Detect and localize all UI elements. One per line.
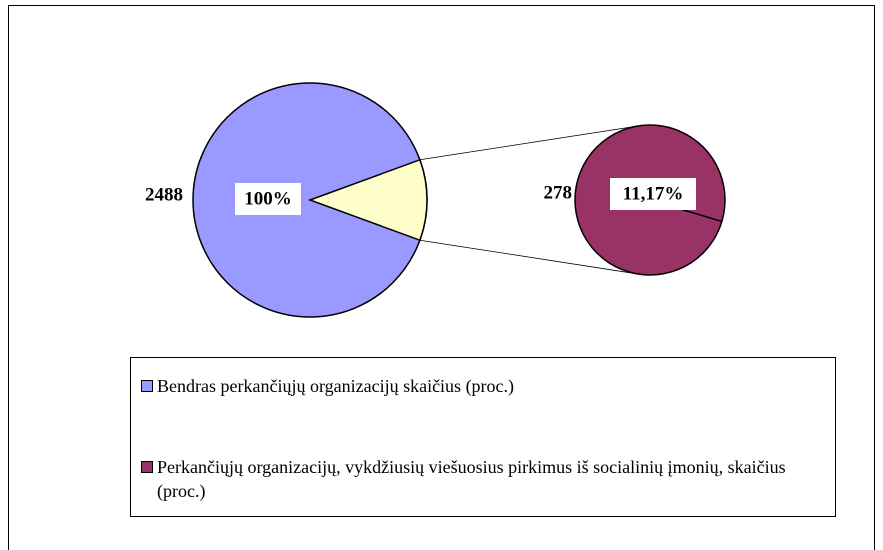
legend-text: Perkančiųjų organizacijų, vykdžiusių vie… (157, 457, 786, 501)
legend-text: Bendras perkančiųjų organizacijų skaičiu… (157, 376, 515, 396)
legend-item: Bendras perkančiųjų organizacijų skaičiu… (141, 374, 815, 398)
label-box (610, 178, 696, 210)
legend: Bendras perkančiųjų organizacijų skaičiu… (130, 357, 836, 517)
value-label: 11,17% (623, 183, 684, 204)
legend-swatch (141, 380, 153, 392)
legend-swatch (141, 461, 153, 473)
count-label: 278 (544, 182, 573, 203)
pie-split-wedge (307, 158, 428, 242)
label-box (235, 183, 301, 215)
marks: 2488 100% 278 11,17% (145, 82, 726, 318)
connector (419, 125, 641, 161)
value-label: 100% (244, 188, 292, 209)
count-label: 2488 (145, 184, 183, 205)
legend-item: Perkančiųjų organizacijų, vykdžiusių vie… (141, 455, 815, 503)
connector (419, 239, 641, 275)
